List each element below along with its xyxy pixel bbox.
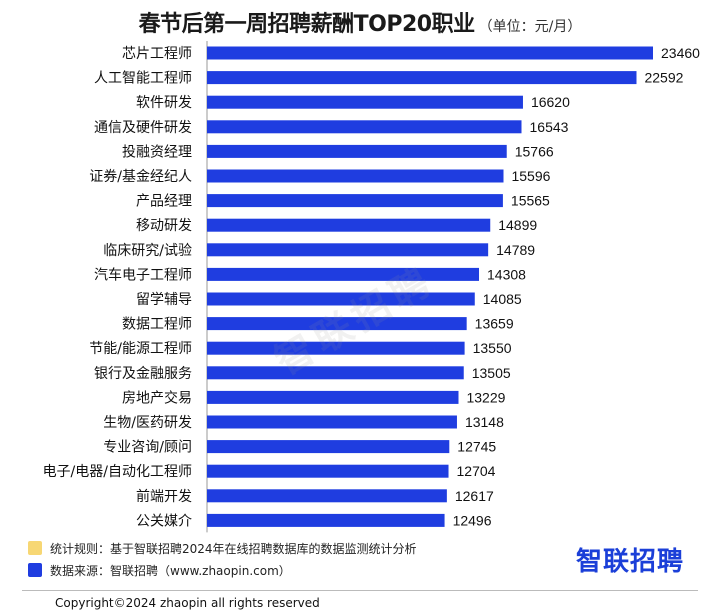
- value-label: 16543: [530, 119, 569, 135]
- value-label: 13659: [475, 316, 514, 332]
- bar-chart: 芯片工程师 23460 人工智能工程师 22592 软件研发 16620 通信及硬件研发 16…: [43, 41, 700, 533]
- category-label: 投融资经理: [122, 144, 192, 160]
- bar: [207, 267, 480, 281]
- bar: [207, 292, 475, 306]
- value-label: 16620: [531, 94, 570, 110]
- value-label: 12496: [453, 512, 492, 528]
- legend-item-rule: 统计规则：基于智联招聘2024年在线招聘数据库的数据监测统计分析: [28, 540, 417, 556]
- bar: [207, 341, 465, 355]
- value-label: 22592: [644, 70, 683, 86]
- category-label: 软件研发: [136, 95, 192, 111]
- category-label: 节能/能源工程师: [89, 341, 192, 357]
- category-label: 汽车电子工程师: [94, 266, 192, 283]
- bar: [207, 169, 504, 183]
- bar: [207, 71, 637, 85]
- bar: [207, 144, 507, 158]
- value-label: 13550: [473, 340, 512, 356]
- value-label: 12617: [455, 488, 494, 504]
- category-label: 人工智能工程师: [94, 71, 192, 87]
- category-label: 数据工程师: [122, 317, 192, 333]
- legend-swatch-blue: [28, 563, 42, 577]
- category-label: 芯片工程师: [122, 46, 192, 62]
- value-label: 14085: [483, 291, 522, 307]
- bar: [207, 366, 464, 380]
- category-label: 银行及金融服务: [94, 366, 192, 382]
- bar: [207, 46, 653, 60]
- copyright-text: Copyright©2024 zhaopin all rights reserv…: [55, 596, 320, 610]
- bar: [207, 489, 447, 503]
- category-label: 留学辅导: [136, 292, 192, 308]
- bar: [207, 95, 523, 109]
- value-label: 13505: [472, 365, 511, 381]
- footer-divider: [22, 590, 698, 591]
- category-label: 通信及硬件研发: [94, 120, 192, 136]
- bar: [207, 464, 449, 478]
- unit-label: （单位：元/月）: [478, 19, 582, 35]
- value-label: 15596: [511, 168, 550, 184]
- value-label: 12704: [457, 463, 496, 479]
- legend-rule-text: 统计规则：基于智联招聘2024年在线招聘数据库的数据监测统计分析: [50, 541, 417, 556]
- bar: [207, 243, 489, 257]
- value-label: 14899: [498, 217, 537, 233]
- brand-logo: 智联招聘: [576, 547, 685, 577]
- category-label: 专业咨询/顾问: [103, 440, 192, 456]
- category-label: 产品经理: [136, 194, 192, 210]
- category-label: 电子/电器/自动化工程师: [43, 464, 192, 480]
- value-label: 14308: [487, 266, 526, 282]
- bar: [207, 390, 459, 404]
- category-label: 房地产交易: [122, 389, 192, 406]
- category-label: 前端开发: [136, 488, 192, 505]
- value-label: 23460: [661, 45, 700, 61]
- bar: [207, 317, 467, 331]
- category-label: 移动研发: [136, 218, 192, 234]
- legend-item-source: 数据来源：智联招聘（www.zhaopin.com）: [28, 562, 417, 578]
- bar: [207, 440, 450, 454]
- legend-source-text: 数据来源：智联招聘（www.zhaopin.com）: [50, 563, 291, 578]
- category-label: 临床研究/试验: [103, 243, 192, 259]
- value-label: 14789: [496, 242, 535, 258]
- category-label: 生物/医药研发: [103, 415, 192, 431]
- bar: [207, 120, 522, 134]
- value-label: 13229: [466, 389, 505, 405]
- chart-title: 春节后第一周招聘薪酬TOP20职业: [138, 12, 475, 37]
- value-label: 15565: [511, 193, 550, 209]
- value-label: 12745: [457, 439, 496, 455]
- legend: 统计规则：基于智联招聘2024年在线招聘数据库的数据监测统计分析 数据来源：智联…: [28, 540, 417, 584]
- value-label: 13148: [465, 414, 504, 430]
- legend-swatch-yellow: [28, 541, 42, 555]
- bar: [207, 415, 457, 429]
- bar: [207, 218, 491, 232]
- bar: [207, 513, 445, 527]
- bar: [207, 194, 503, 208]
- chart-title-wrap: 春节后第一周招聘薪酬TOP20职业 （单位：元/月）: [0, 6, 720, 38]
- value-label: 15766: [515, 143, 554, 159]
- category-label: 公关媒介: [136, 513, 192, 529]
- category-label: 证券/基金经纪人: [89, 168, 192, 185]
